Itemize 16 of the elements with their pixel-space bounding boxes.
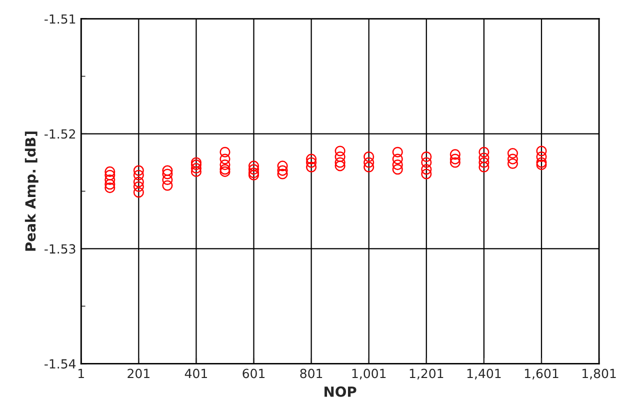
y-tick-label: -1.54 bbox=[44, 359, 76, 369]
x-tick-label: 1,201 bbox=[410, 368, 444, 380]
y-tick-label: -1.53 bbox=[44, 244, 76, 254]
x-tick-label: 1,401 bbox=[467, 368, 501, 380]
x-axis-title: NOP bbox=[324, 386, 356, 397]
x-tick-label: 801 bbox=[300, 368, 322, 378]
y-tick-label: -1.51 bbox=[44, 14, 76, 24]
x-tick-label: 1,001 bbox=[352, 368, 386, 380]
x-tick-label: 201 bbox=[128, 368, 150, 378]
x-tick-label: 1,601 bbox=[524, 368, 558, 380]
y-tick-label: -1.52 bbox=[44, 129, 76, 139]
x-tick-label: 601 bbox=[242, 368, 265, 378]
x-tick-label: 1 bbox=[78, 368, 84, 378]
y-axis-title: Peak Amp. [dB] bbox=[24, 132, 38, 251]
x-tick-label: 1,801 bbox=[582, 368, 616, 380]
x-tick-label: 401 bbox=[184, 368, 207, 378]
